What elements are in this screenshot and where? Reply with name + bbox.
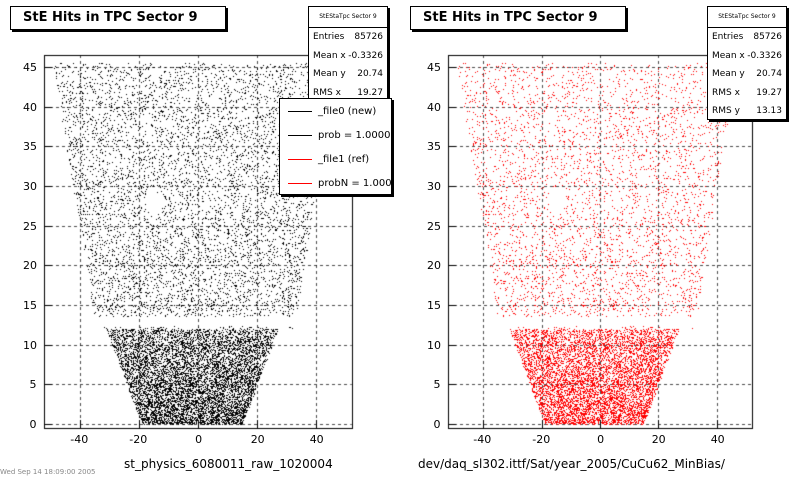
stats-label: Mean x (313, 50, 346, 61)
stats-label: RMS x (313, 87, 341, 98)
stats-value: 20.74 (756, 69, 782, 79)
left-stats-row: Mean y 20.74 (309, 65, 387, 84)
right-stats-row: Mean y 20.74 (708, 65, 786, 84)
legend-label: _file0 (new) (318, 105, 377, 117)
legend-swatch (288, 134, 312, 136)
left-stats-header: StEStaTpc Sector 9 (309, 7, 387, 28)
stats-value: 19.27 (756, 87, 782, 98)
stats-label: RMS x (712, 87, 740, 98)
right-title-text: StE Hits in TPC Sector 9 (423, 10, 598, 25)
x-tick-label: 20 (651, 433, 666, 446)
stats-value: -0.3326 (348, 50, 383, 61)
y-tick-label: 35 (23, 139, 37, 153)
stats-value: 20.74 (357, 69, 383, 79)
y-tick-label: 20 (23, 258, 37, 272)
left-xlabel: st_physics_6080011_raw_1020004 (124, 457, 333, 471)
stats-label: Entries (712, 32, 744, 42)
y-tick-label: 35 (427, 139, 441, 153)
stats-value: 85726 (354, 32, 383, 42)
legend-swatch (288, 158, 312, 160)
x-tick-label: -40 (473, 433, 492, 446)
y-tick-label: 25 (427, 219, 441, 233)
y-tick-label: 40 (427, 100, 441, 114)
right-stats-row: Entries 85726 (708, 28, 786, 47)
legend-entry: probN = 1.000000 (280, 171, 392, 194)
right-xlabel: dev/daq_sl302.ittf/Sat/year_2005/CuCu62_… (418, 457, 725, 471)
stats-value: 19.27 (357, 87, 383, 98)
right-stats-row: Mean x -0.3326 (708, 47, 786, 66)
y-tick-label: 15 (427, 298, 441, 312)
legend-entry: _file1 (ref) (280, 147, 391, 171)
left-stats-box: StEStaTpc Sector 9 Entries 85726 Mean x -0… (308, 6, 388, 103)
y-tick-label: 20 (427, 258, 441, 272)
left-title-text: StE Hits in TPC Sector 9 (23, 10, 198, 25)
y-tick-label: 10 (427, 338, 441, 352)
right-stats-box: StEStaTpc Sector 9 Entries 85726 Mean x -0… (707, 6, 787, 120)
legend-label: probN = 1.000000 (318, 177, 392, 189)
stats-label: RMS y (712, 106, 740, 116)
legend-entry: _file0 (new) (280, 99, 391, 123)
x-tick-label: -20 (532, 433, 551, 446)
stats-label: Entries (313, 32, 345, 42)
y-tick-label: 45 (427, 60, 441, 74)
legend-swatch (288, 110, 312, 112)
y-tick-label: 5 (29, 377, 37, 391)
y-tick-label: 5 (433, 377, 441, 391)
right-stats-header: StEStaTpc Sector 9 (708, 7, 786, 28)
x-tick-label: 0 (195, 433, 203, 446)
legend-entry: prob = 1.000000 (280, 123, 391, 147)
y-tick-label: 30 (23, 179, 37, 193)
stats-value: 85726 (753, 32, 782, 42)
right-stats-row: RMS x 19.27 (708, 84, 786, 103)
footnote: Wed Sep 14 18:09:00 2005 (0, 468, 96, 476)
y-tick-label: 30 (427, 179, 441, 193)
legend-label: prob = 1.000000 (318, 129, 391, 141)
stats-value: -0.3326 (747, 50, 782, 61)
x-tick-label: 20 (250, 433, 265, 446)
stats-label: Mean x (712, 50, 745, 61)
y-tick-label: 10 (23, 338, 37, 352)
right-chart-title: StE Hits in TPC Sector 9 (410, 6, 626, 30)
left-chart-title: StE Hits in TPC Sector 9 (10, 6, 226, 30)
legend-label: _file1 (ref) (318, 153, 370, 165)
left-legend: _file0 (new) prob = 1.000000 _file1 (ref… (279, 98, 392, 195)
stats-label: Mean y (712, 69, 745, 79)
stats-label: Mean y (313, 69, 346, 79)
left-stats-row: Entries 85726 (309, 28, 387, 47)
y-tick-label: 0 (29, 417, 37, 431)
left-stats-row: RMS x 19.27 (309, 84, 387, 103)
right-stats-row: RMS y 13.13 (708, 102, 786, 121)
x-tick-label: 40 (309, 433, 324, 446)
y-tick-label: 40 (23, 100, 37, 114)
y-tick-label: 0 (433, 417, 441, 431)
left-stats-row: Mean x -0.3326 (309, 47, 387, 66)
x-tick-label: -20 (129, 433, 148, 446)
x-tick-label: 0 (597, 433, 605, 446)
legend-swatch (288, 182, 312, 184)
stats-value: 13.13 (756, 106, 782, 116)
y-tick-label: 15 (23, 298, 37, 312)
x-tick-label: 40 (710, 433, 725, 446)
y-tick-label: 45 (23, 60, 37, 74)
x-tick-label: -40 (70, 433, 89, 446)
y-tick-label: 25 (23, 219, 37, 233)
